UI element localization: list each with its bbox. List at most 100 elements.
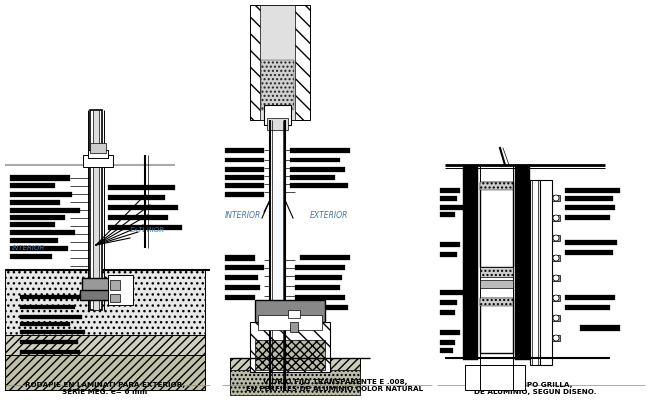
- Circle shape: [553, 295, 559, 301]
- Bar: [272, 180, 283, 340]
- Bar: [20, 295, 80, 299]
- Bar: [5, 355, 205, 390]
- Text: REJA TIPO GRILLA,
DE ALUMINIO, SEGUN DISENO.: REJA TIPO GRILLA, DE ALUMINIO, SEGUN DIS…: [474, 382, 596, 395]
- Bar: [20, 340, 78, 344]
- Bar: [440, 196, 457, 201]
- Bar: [552, 315, 560, 321]
- Bar: [110, 280, 120, 290]
- Circle shape: [553, 335, 559, 341]
- Bar: [565, 250, 613, 255]
- Bar: [480, 182, 513, 267]
- Bar: [565, 215, 610, 220]
- Bar: [565, 240, 617, 245]
- Bar: [250, 5, 310, 120]
- Bar: [225, 148, 264, 153]
- Bar: [80, 290, 112, 300]
- Bar: [225, 192, 264, 197]
- Bar: [255, 300, 325, 322]
- Bar: [108, 275, 133, 305]
- Bar: [108, 185, 175, 190]
- Bar: [260, 5, 295, 120]
- Bar: [225, 295, 255, 300]
- Bar: [250, 322, 330, 372]
- Bar: [88, 150, 108, 158]
- Bar: [552, 215, 560, 221]
- Bar: [230, 370, 360, 395]
- Bar: [290, 148, 350, 153]
- Bar: [90, 143, 106, 153]
- Bar: [10, 238, 58, 243]
- Bar: [480, 298, 513, 353]
- Bar: [20, 315, 82, 319]
- Bar: [440, 242, 460, 247]
- Bar: [110, 294, 120, 302]
- Bar: [552, 255, 560, 261]
- Bar: [440, 340, 455, 345]
- Bar: [225, 183, 264, 188]
- Bar: [20, 322, 70, 326]
- Bar: [225, 167, 264, 172]
- Bar: [5, 335, 205, 390]
- Circle shape: [553, 255, 559, 261]
- Bar: [440, 310, 455, 315]
- Bar: [295, 285, 340, 290]
- Bar: [565, 295, 615, 300]
- Bar: [93, 110, 99, 310]
- Bar: [440, 188, 460, 193]
- Bar: [10, 183, 55, 188]
- Text: EXTERIOR: EXTERIOR: [310, 210, 348, 220]
- Circle shape: [553, 215, 559, 221]
- Bar: [10, 175, 70, 181]
- Bar: [290, 175, 335, 180]
- Bar: [552, 235, 560, 241]
- Bar: [552, 195, 560, 201]
- Bar: [20, 330, 85, 334]
- Bar: [552, 275, 560, 281]
- Bar: [230, 358, 360, 393]
- Bar: [480, 280, 513, 288]
- Text: RODAPIE EN LAMINATI PARA EXTERIOR,
SERIE MEG. e= 6 mm: RODAPIE EN LAMINATI PARA EXTERIOR, SERIE…: [25, 382, 185, 395]
- Bar: [295, 265, 345, 270]
- Circle shape: [553, 195, 559, 201]
- Circle shape: [553, 315, 559, 321]
- Bar: [20, 305, 75, 309]
- Bar: [295, 305, 348, 310]
- Bar: [20, 350, 80, 354]
- Bar: [530, 180, 540, 365]
- Bar: [440, 252, 457, 257]
- Bar: [565, 196, 613, 201]
- Bar: [295, 275, 342, 280]
- Bar: [267, 118, 288, 130]
- Bar: [83, 155, 113, 167]
- Bar: [440, 330, 460, 335]
- Bar: [440, 290, 463, 295]
- Bar: [258, 315, 322, 330]
- Bar: [108, 195, 165, 200]
- Bar: [465, 365, 525, 390]
- Bar: [290, 167, 345, 172]
- Bar: [565, 205, 615, 210]
- Bar: [10, 215, 65, 220]
- Bar: [288, 310, 300, 318]
- Bar: [440, 212, 455, 217]
- Bar: [90, 110, 102, 310]
- Bar: [480, 298, 513, 306]
- Bar: [108, 215, 168, 220]
- Bar: [5, 270, 205, 355]
- Bar: [225, 175, 264, 180]
- Bar: [580, 325, 620, 331]
- Bar: [264, 105, 291, 125]
- Bar: [463, 165, 478, 360]
- Bar: [552, 295, 560, 301]
- Bar: [440, 300, 457, 305]
- Bar: [261, 60, 294, 110]
- Bar: [108, 225, 182, 230]
- Text: INTERIOR: INTERIOR: [225, 210, 261, 220]
- Bar: [10, 200, 60, 205]
- Bar: [480, 182, 513, 190]
- Text: EXTERIOR: EXTERIOR: [130, 227, 165, 233]
- Bar: [10, 254, 52, 259]
- Bar: [82, 278, 110, 296]
- Bar: [552, 335, 560, 341]
- Bar: [10, 192, 72, 197]
